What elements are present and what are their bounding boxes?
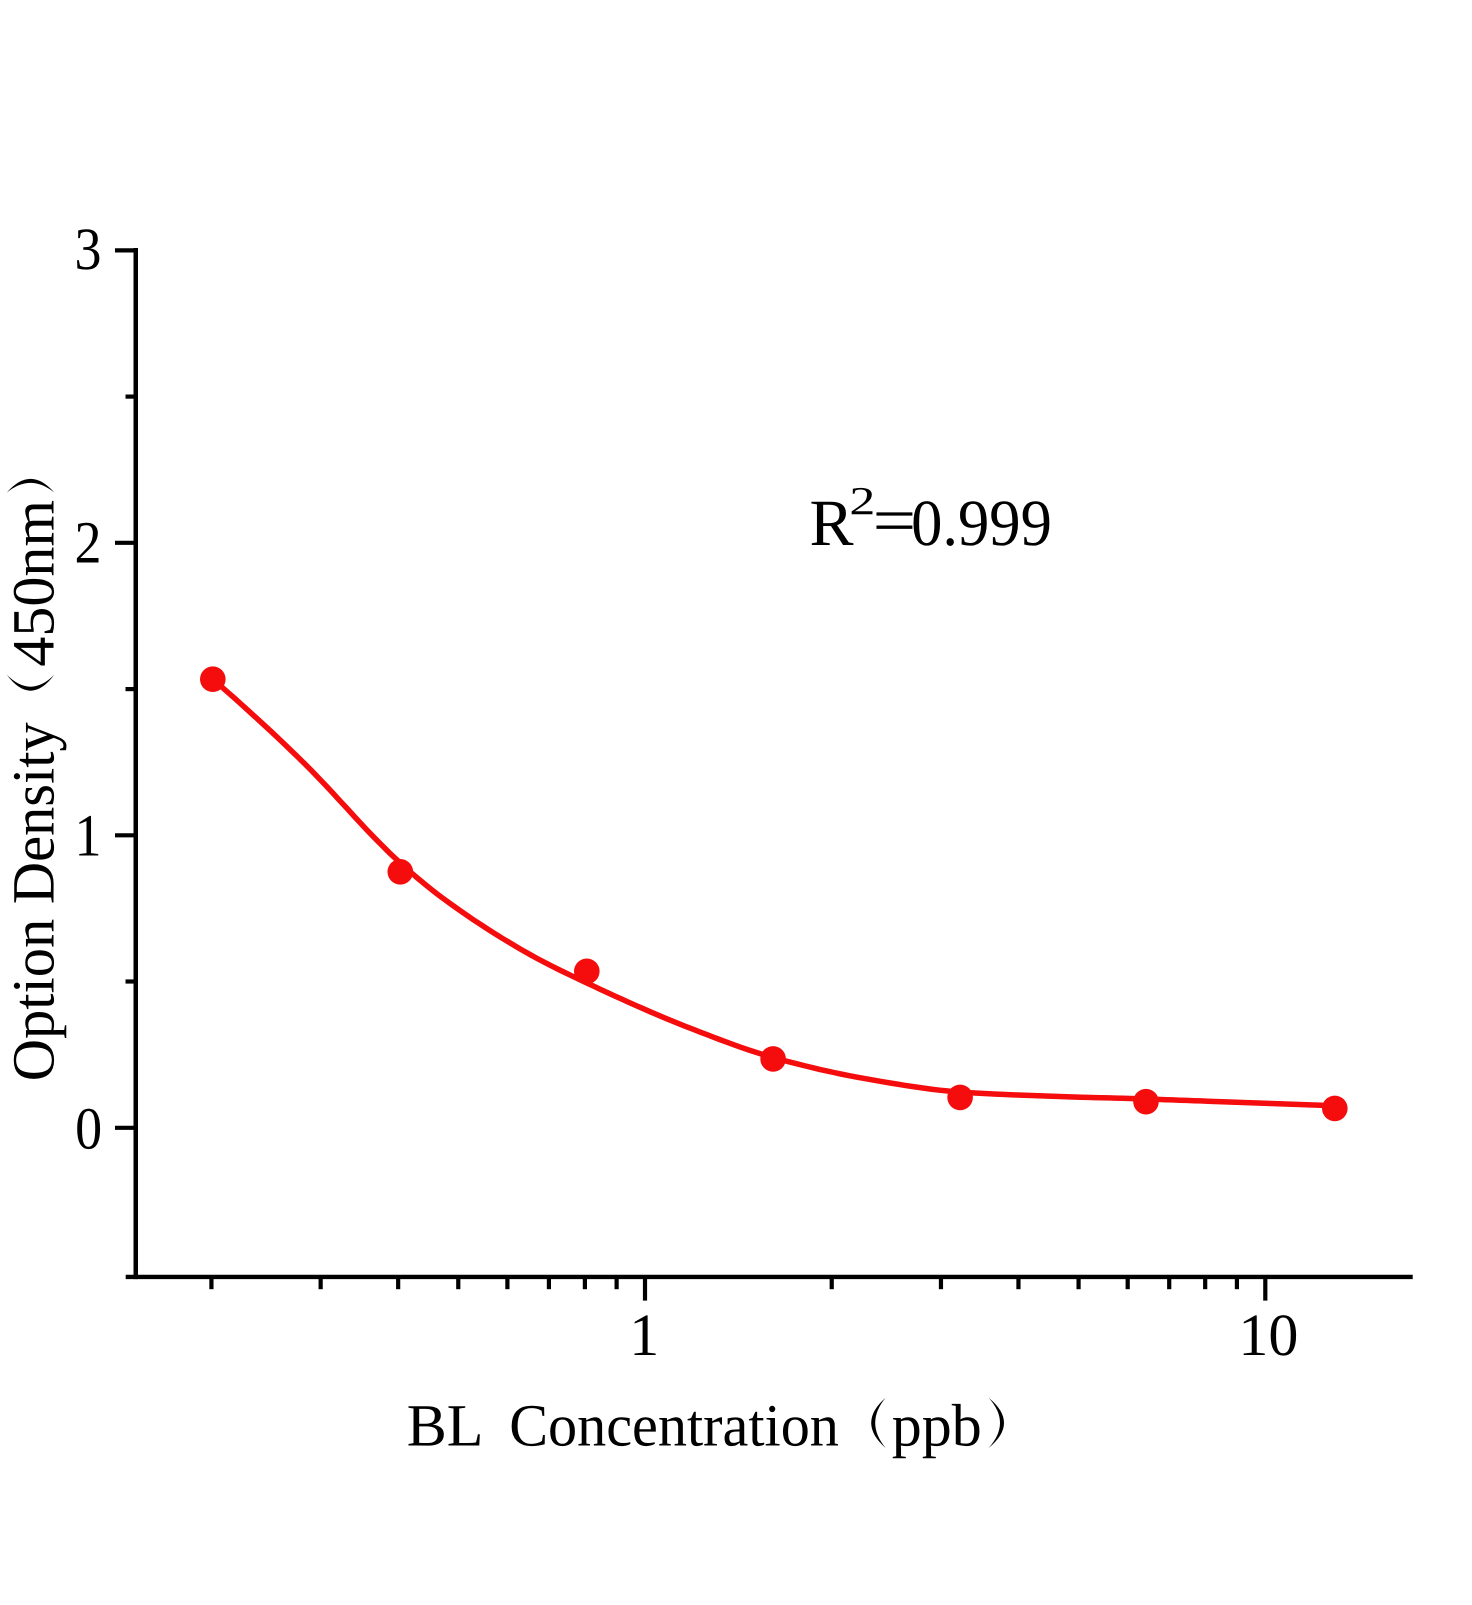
svg-text:R: R <box>810 487 854 560</box>
svg-text:10: 10 <box>1238 1302 1298 1368</box>
svg-text:Option Density: Option Density <box>1 722 67 1081</box>
svg-text:Concentration: Concentration <box>509 1393 839 1459</box>
svg-text:1: 1 <box>75 802 102 868</box>
svg-text:450nm: 450nm <box>1 500 67 667</box>
svg-text:1: 1 <box>629 1302 659 1368</box>
svg-text:ppb: ppb <box>892 1393 982 1459</box>
svg-text:=: = <box>873 485 917 558</box>
svg-text:0.999: 0.999 <box>911 487 1052 560</box>
svg-text:0: 0 <box>75 1095 102 1161</box>
svg-text:2: 2 <box>75 510 102 576</box>
svg-text:BL: BL <box>407 1393 484 1459</box>
svg-text:3: 3 <box>75 216 102 282</box>
